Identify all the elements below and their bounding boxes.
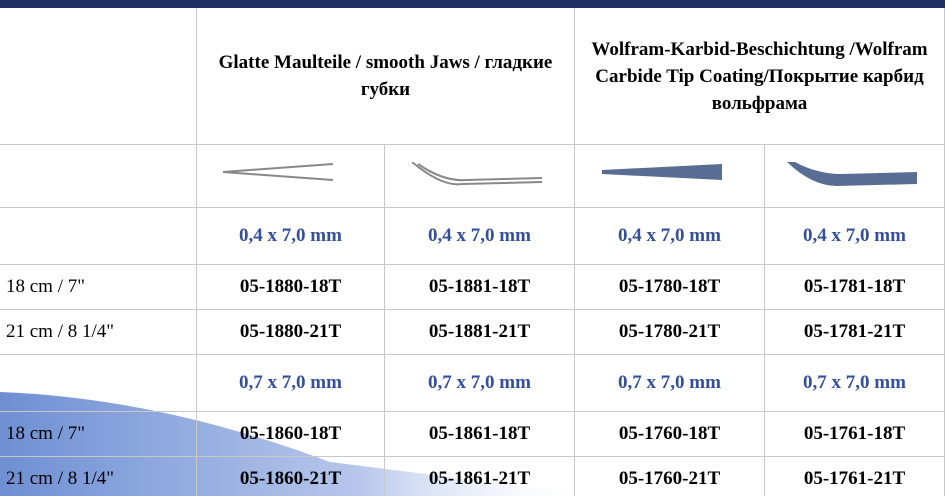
code-cell: 05-1761-21T <box>765 457 945 496</box>
code-cell: 05-1860-21T <box>197 457 385 496</box>
size-cell: 0,7 x 7,0 mm <box>575 355 765 412</box>
size-cell: 0,4 x 7,0 mm <box>575 208 765 265</box>
code-cell: 05-1760-18T <box>575 412 765 457</box>
top-bar <box>0 0 945 8</box>
empty-cell <box>0 208 197 265</box>
code-cell: 05-1760-21T <box>575 457 765 496</box>
code-cell: 05-1860-18T <box>197 412 385 457</box>
tip-image <box>385 145 575 208</box>
size-cell: 0,4 x 7,0 mm <box>765 208 945 265</box>
code-cell: 05-1861-18T <box>385 412 575 457</box>
code-cell: 05-1780-21T <box>575 310 765 355</box>
code-cell: 05-1761-18T <box>765 412 945 457</box>
code-cell: 05-1781-21T <box>765 310 945 355</box>
code-cell: 05-1781-18T <box>765 265 945 310</box>
row-label: 21 cm / 8 1/4" <box>0 310 197 355</box>
empty-cell <box>0 355 197 412</box>
size-cell: 0,7 x 7,0 mm <box>197 355 385 412</box>
group-header: Glatte Maulteile / smooth Jaws / гладкие… <box>197 8 575 145</box>
tip-image <box>197 145 385 208</box>
tip-icon <box>223 163 334 181</box>
size-cell: 0,7 x 7,0 mm <box>765 355 945 412</box>
code-cell: 05-1881-18T <box>385 265 575 310</box>
tip-image <box>765 145 945 208</box>
size-cell: 0,4 x 7,0 mm <box>197 208 385 265</box>
row-label: 18 cm / 7" <box>0 265 197 310</box>
row-label: 21 cm / 8 1/4" <box>0 457 197 496</box>
row-label: 18 cm / 7" <box>0 412 197 457</box>
tip-image <box>575 145 765 208</box>
size-cell: 0,7 x 7,0 mm <box>385 355 575 412</box>
corner-cell <box>0 145 197 208</box>
size-cell: 0,4 x 7,0 mm <box>385 208 575 265</box>
corner-cell <box>0 8 197 145</box>
code-cell: 05-1861-21T <box>385 457 575 496</box>
code-cell: 05-1881-21T <box>385 310 575 355</box>
tip-icon <box>412 162 543 186</box>
code-cell: 05-1780-18T <box>575 265 765 310</box>
tip-icon <box>602 164 722 180</box>
code-cell: 05-1880-21T <box>197 310 385 355</box>
code-cell: 05-1880-18T <box>197 265 385 310</box>
group-header: Wolfram-Karbid-Beschichtung /Wolfram Car… <box>575 8 945 145</box>
tip-icon <box>787 162 917 186</box>
